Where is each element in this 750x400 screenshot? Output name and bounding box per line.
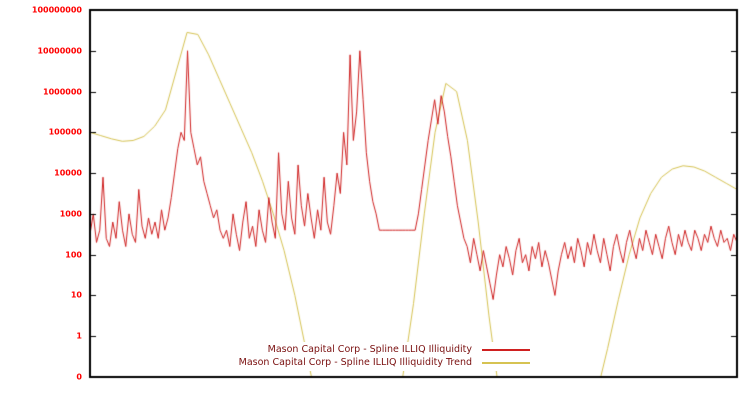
legend-label-trend: Mason Capital Corp - Spline ILLIQ Illiqu…: [238, 357, 472, 368]
legend-line-sample-illiquidity: [482, 348, 530, 351]
legend-label-illiquidity: Mason Capital Corp - Spline ILLIQ Illiqu…: [267, 344, 472, 355]
legend-entry: Mason Capital Corp - Spline ILLIQ Illiqu…: [100, 343, 530, 356]
legend: Mason Capital Corp - Spline ILLIQ Illiqu…: [94, 342, 536, 371]
legend-line-sample-trend: [482, 361, 530, 364]
legend-entry: Mason Capital Corp - Spline ILLIQ Illiqu…: [100, 356, 530, 369]
